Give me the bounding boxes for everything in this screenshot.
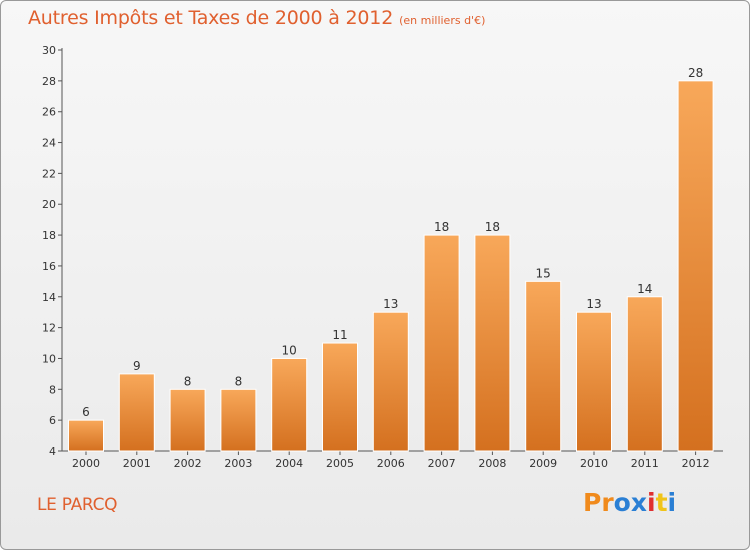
data-label-2003: 8 (235, 374, 243, 388)
y-tick-label: 22 (42, 167, 56, 180)
y-tick-label: 12 (42, 322, 56, 335)
bars: 6 9 8 8 10 11 13 18 18 15 13 14 28 (68, 66, 714, 452)
x-tick-label: 2011 (631, 457, 659, 470)
data-label-2001: 9 (133, 359, 141, 373)
commune-name: LE PARCQ (37, 495, 118, 515)
x-tick-label: 2009 (529, 457, 557, 470)
data-label-2008: 18 (485, 220, 500, 234)
logo-letter: P (583, 488, 602, 517)
y-axis: 4 6 8 10 12 14 16 18 20 22 24 26 28 30 (42, 44, 63, 458)
logo-letter: r (601, 488, 614, 517)
bar-2005[interactable] (322, 342, 358, 452)
x-tick-label: 2000 (72, 457, 100, 470)
chart-title-main: Autres Impôts et Taxes de 2000 à 2012 (28, 7, 394, 29)
y-tick-label: 10 (42, 352, 56, 365)
logo-letter: i (647, 488, 656, 517)
data-label-2006: 13 (383, 297, 398, 311)
logo-letter: i (667, 488, 677, 517)
chart-title-unit: (en milliers d'€) (399, 14, 486, 27)
x-axis: 2000 2001 2002 2003 2004 2005 2006 2007 2008 2009… (62, 450, 723, 470)
bar-2006[interactable] (372, 311, 409, 452)
logo-letter: x (630, 488, 647, 517)
data-label-2005: 11 (332, 328, 347, 342)
proxiti-logo[interactable]: Proxiti (583, 488, 676, 517)
x-tick-label: 2012 (682, 457, 710, 470)
y-tick-label: 20 (42, 198, 56, 211)
bar-2003[interactable] (220, 388, 257, 452)
data-label-2009: 15 (536, 266, 551, 280)
y-tick-label: 24 (42, 137, 56, 150)
data-label-2011: 14 (637, 282, 652, 296)
data-label-2000: 6 (82, 405, 90, 419)
y-tick-label: 14 (42, 291, 56, 304)
data-label-2007: 18 (434, 220, 449, 234)
y-tick-label: 28 (42, 75, 56, 88)
data-label-2002: 8 (184, 374, 192, 388)
logo-letter: o (613, 488, 631, 517)
y-tick-label: 4 (49, 445, 56, 458)
y-tick-label: 30 (42, 44, 56, 57)
y-tick-label: 26 (42, 106, 56, 119)
x-tick-label: 2004 (275, 457, 303, 470)
data-label-2010: 13 (586, 297, 601, 311)
y-tick-label: 6 (49, 414, 56, 427)
data-label-2012: 28 (688, 66, 703, 80)
bar-2007[interactable] (423, 234, 460, 452)
bar-2011[interactable] (626, 296, 663, 452)
y-tick-label: 8 (49, 383, 56, 396)
bar-2001[interactable] (118, 373, 155, 452)
bar-2008[interactable] (474, 234, 511, 452)
chart-title: Autres Impôts et Taxes de 2000 à 2012 (en… (28, 7, 485, 29)
x-tick-label: 2008 (478, 457, 506, 470)
x-tick-label: 2006 (377, 457, 405, 470)
x-tick-label: 2002 (174, 457, 202, 470)
bar-2000[interactable] (68, 419, 104, 452)
x-tick-label: 2007 (428, 457, 456, 470)
bar-2002[interactable] (169, 388, 206, 452)
data-label-2004: 10 (282, 343, 297, 357)
bar-2004[interactable] (271, 357, 308, 452)
x-tick-label: 2010 (580, 457, 608, 470)
bar-2009[interactable] (525, 280, 562, 452)
y-tick-label: 16 (42, 260, 56, 273)
bar-2010[interactable] (576, 311, 612, 452)
bar-2012[interactable] (677, 80, 714, 452)
x-tick-label: 2003 (224, 457, 252, 470)
y-tick-label: 18 (42, 229, 56, 242)
x-tick-label: 2001 (123, 457, 151, 470)
x-tick-label: 2005 (326, 457, 354, 470)
logo-letter: t (655, 488, 668, 517)
